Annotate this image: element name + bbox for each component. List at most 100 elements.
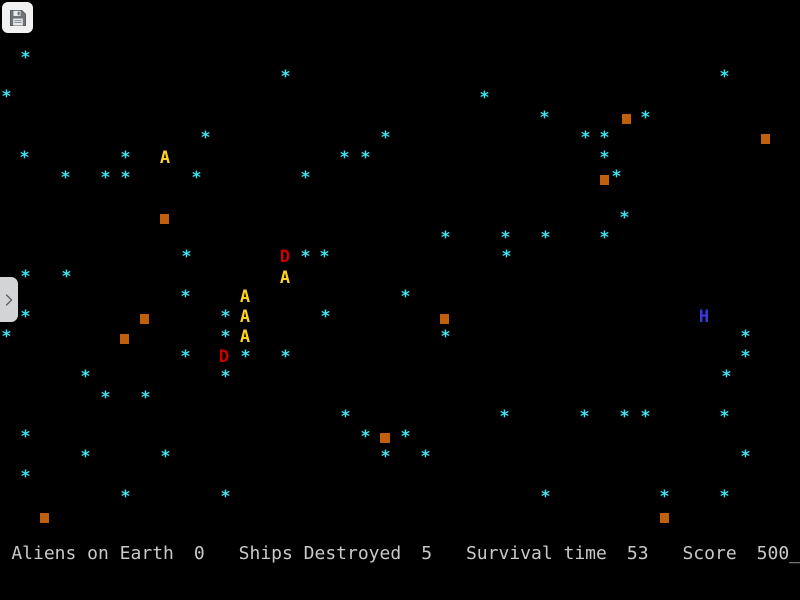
block-sprite bbox=[120, 334, 129, 344]
star-sprite: * bbox=[61, 267, 72, 287]
star-sprite: * bbox=[380, 128, 391, 148]
star-sprite: * bbox=[659, 487, 670, 507]
aliens-on-earth-value: 0 bbox=[193, 542, 205, 564]
star-sprite: * bbox=[611, 167, 622, 187]
star-sprite: * bbox=[579, 407, 590, 427]
star-sprite: * bbox=[100, 168, 111, 188]
block-sprite bbox=[622, 114, 631, 124]
star-sprite: * bbox=[320, 307, 331, 327]
star-sprite: * bbox=[501, 247, 512, 267]
star-sprite: * bbox=[740, 447, 751, 467]
ships-destroyed-value: 5 bbox=[421, 542, 433, 564]
star-sprite: * bbox=[120, 148, 131, 168]
star-sprite: * bbox=[19, 148, 30, 168]
alien-sprite[interactable]: A bbox=[279, 268, 291, 288]
forest-patch bbox=[620, 243, 681, 311]
star-sprite: * bbox=[640, 108, 651, 128]
star-sprite: * bbox=[499, 407, 510, 427]
block-sprite bbox=[761, 134, 770, 144]
star-sprite: * bbox=[640, 407, 651, 427]
text-cursor: _ bbox=[789, 542, 800, 564]
status-bar: Aliens on Earth 0 Ships Destroyed 5 Surv… bbox=[0, 528, 800, 600]
star-sprite: * bbox=[721, 367, 732, 387]
chevron-right-icon bbox=[3, 292, 15, 308]
star-sprite: * bbox=[740, 327, 751, 347]
star-sprite: * bbox=[500, 228, 511, 248]
star-sprite: * bbox=[580, 128, 591, 148]
star-sprite: * bbox=[540, 487, 551, 507]
block-sprite bbox=[660, 513, 669, 523]
star-sprite: * bbox=[220, 307, 231, 327]
ships-destroyed-label: Ships Destroyed bbox=[238, 542, 402, 564]
star-sprite: * bbox=[240, 347, 251, 367]
defender-sprite[interactable]: D bbox=[218, 347, 230, 367]
star-sprite: * bbox=[80, 447, 91, 467]
score-label: Score bbox=[682, 542, 737, 564]
stat-ships-destroyed: Ships Destroyed 5 bbox=[239, 543, 432, 564]
star-sprite: * bbox=[479, 88, 490, 108]
survival-time-value: 53 bbox=[626, 542, 649, 564]
star-sprite: * bbox=[740, 347, 751, 367]
star-sprite: * bbox=[220, 367, 231, 387]
star-sprite: * bbox=[619, 407, 630, 427]
star-sprite: * bbox=[60, 168, 71, 188]
star-sprite: * bbox=[599, 148, 610, 168]
star-sprite: * bbox=[339, 148, 350, 168]
stat-score: Score 500 _ bbox=[682, 543, 800, 564]
aliens-on-earth-label: Aliens on Earth bbox=[11, 542, 174, 564]
star-sprite: * bbox=[100, 388, 111, 408]
star-sprite: * bbox=[20, 267, 31, 287]
star-sprite: * bbox=[599, 228, 610, 248]
star-sprite: * bbox=[280, 347, 291, 367]
block-sprite bbox=[380, 433, 389, 443]
star-sprite: * bbox=[719, 487, 730, 507]
survival-time-label: Survival time bbox=[465, 542, 607, 564]
score-value: 500 bbox=[756, 542, 790, 564]
star-sprite: * bbox=[220, 487, 231, 507]
star-sprite: * bbox=[20, 427, 31, 447]
star-sprite: * bbox=[1, 87, 12, 107]
alien-sprite[interactable]: A bbox=[159, 148, 171, 168]
star-sprite: * bbox=[440, 327, 451, 347]
star-sprite: * bbox=[220, 327, 231, 347]
star-sprite: * bbox=[191, 168, 202, 188]
stat-aliens-on-earth: Aliens on Earth 0 bbox=[11, 543, 204, 564]
star-sprite: * bbox=[719, 407, 730, 427]
home-base-sprite[interactable]: H bbox=[698, 307, 710, 327]
star-sprite: * bbox=[400, 287, 411, 307]
alien-sprite[interactable]: A bbox=[239, 287, 251, 307]
star-sprite: * bbox=[181, 247, 192, 267]
defender-sprite[interactable]: D bbox=[279, 247, 291, 267]
block-sprite bbox=[40, 513, 49, 523]
star-sprite: * bbox=[619, 208, 630, 228]
star-sprite: * bbox=[1, 327, 12, 347]
stat-survival-time: Survival time 53 bbox=[466, 543, 649, 564]
star-sprite: * bbox=[400, 427, 411, 447]
alien-sprite[interactable]: A bbox=[239, 327, 251, 347]
block-sprite bbox=[600, 175, 609, 185]
star-sprite: * bbox=[300, 247, 311, 267]
star-sprite: * bbox=[300, 168, 311, 188]
star-sprite: * bbox=[380, 447, 391, 467]
star-sprite: * bbox=[540, 228, 551, 248]
star-sprite: * bbox=[180, 347, 191, 367]
block-sprite bbox=[440, 314, 449, 324]
star-sprite: * bbox=[360, 148, 371, 168]
star-sprite: * bbox=[420, 447, 431, 467]
status-row: Aliens on Earth 0 Ships Destroyed 5 Surv… bbox=[0, 540, 800, 566]
star-sprite: * bbox=[360, 427, 371, 447]
expand-sidebar-handle[interactable] bbox=[0, 277, 18, 322]
star-sprite: * bbox=[539, 108, 550, 128]
save-button[interactable] bbox=[2, 2, 33, 33]
star-sprite: * bbox=[719, 67, 730, 87]
star-sprite: * bbox=[20, 48, 31, 68]
star-sprite: * bbox=[319, 247, 330, 267]
star-sprite: * bbox=[599, 128, 610, 148]
star-sprite: * bbox=[80, 367, 91, 387]
star-sprite: * bbox=[440, 228, 451, 248]
alien-sprite[interactable]: A bbox=[239, 307, 251, 327]
star-sprite: * bbox=[280, 67, 291, 87]
star-sprite: * bbox=[180, 287, 191, 307]
